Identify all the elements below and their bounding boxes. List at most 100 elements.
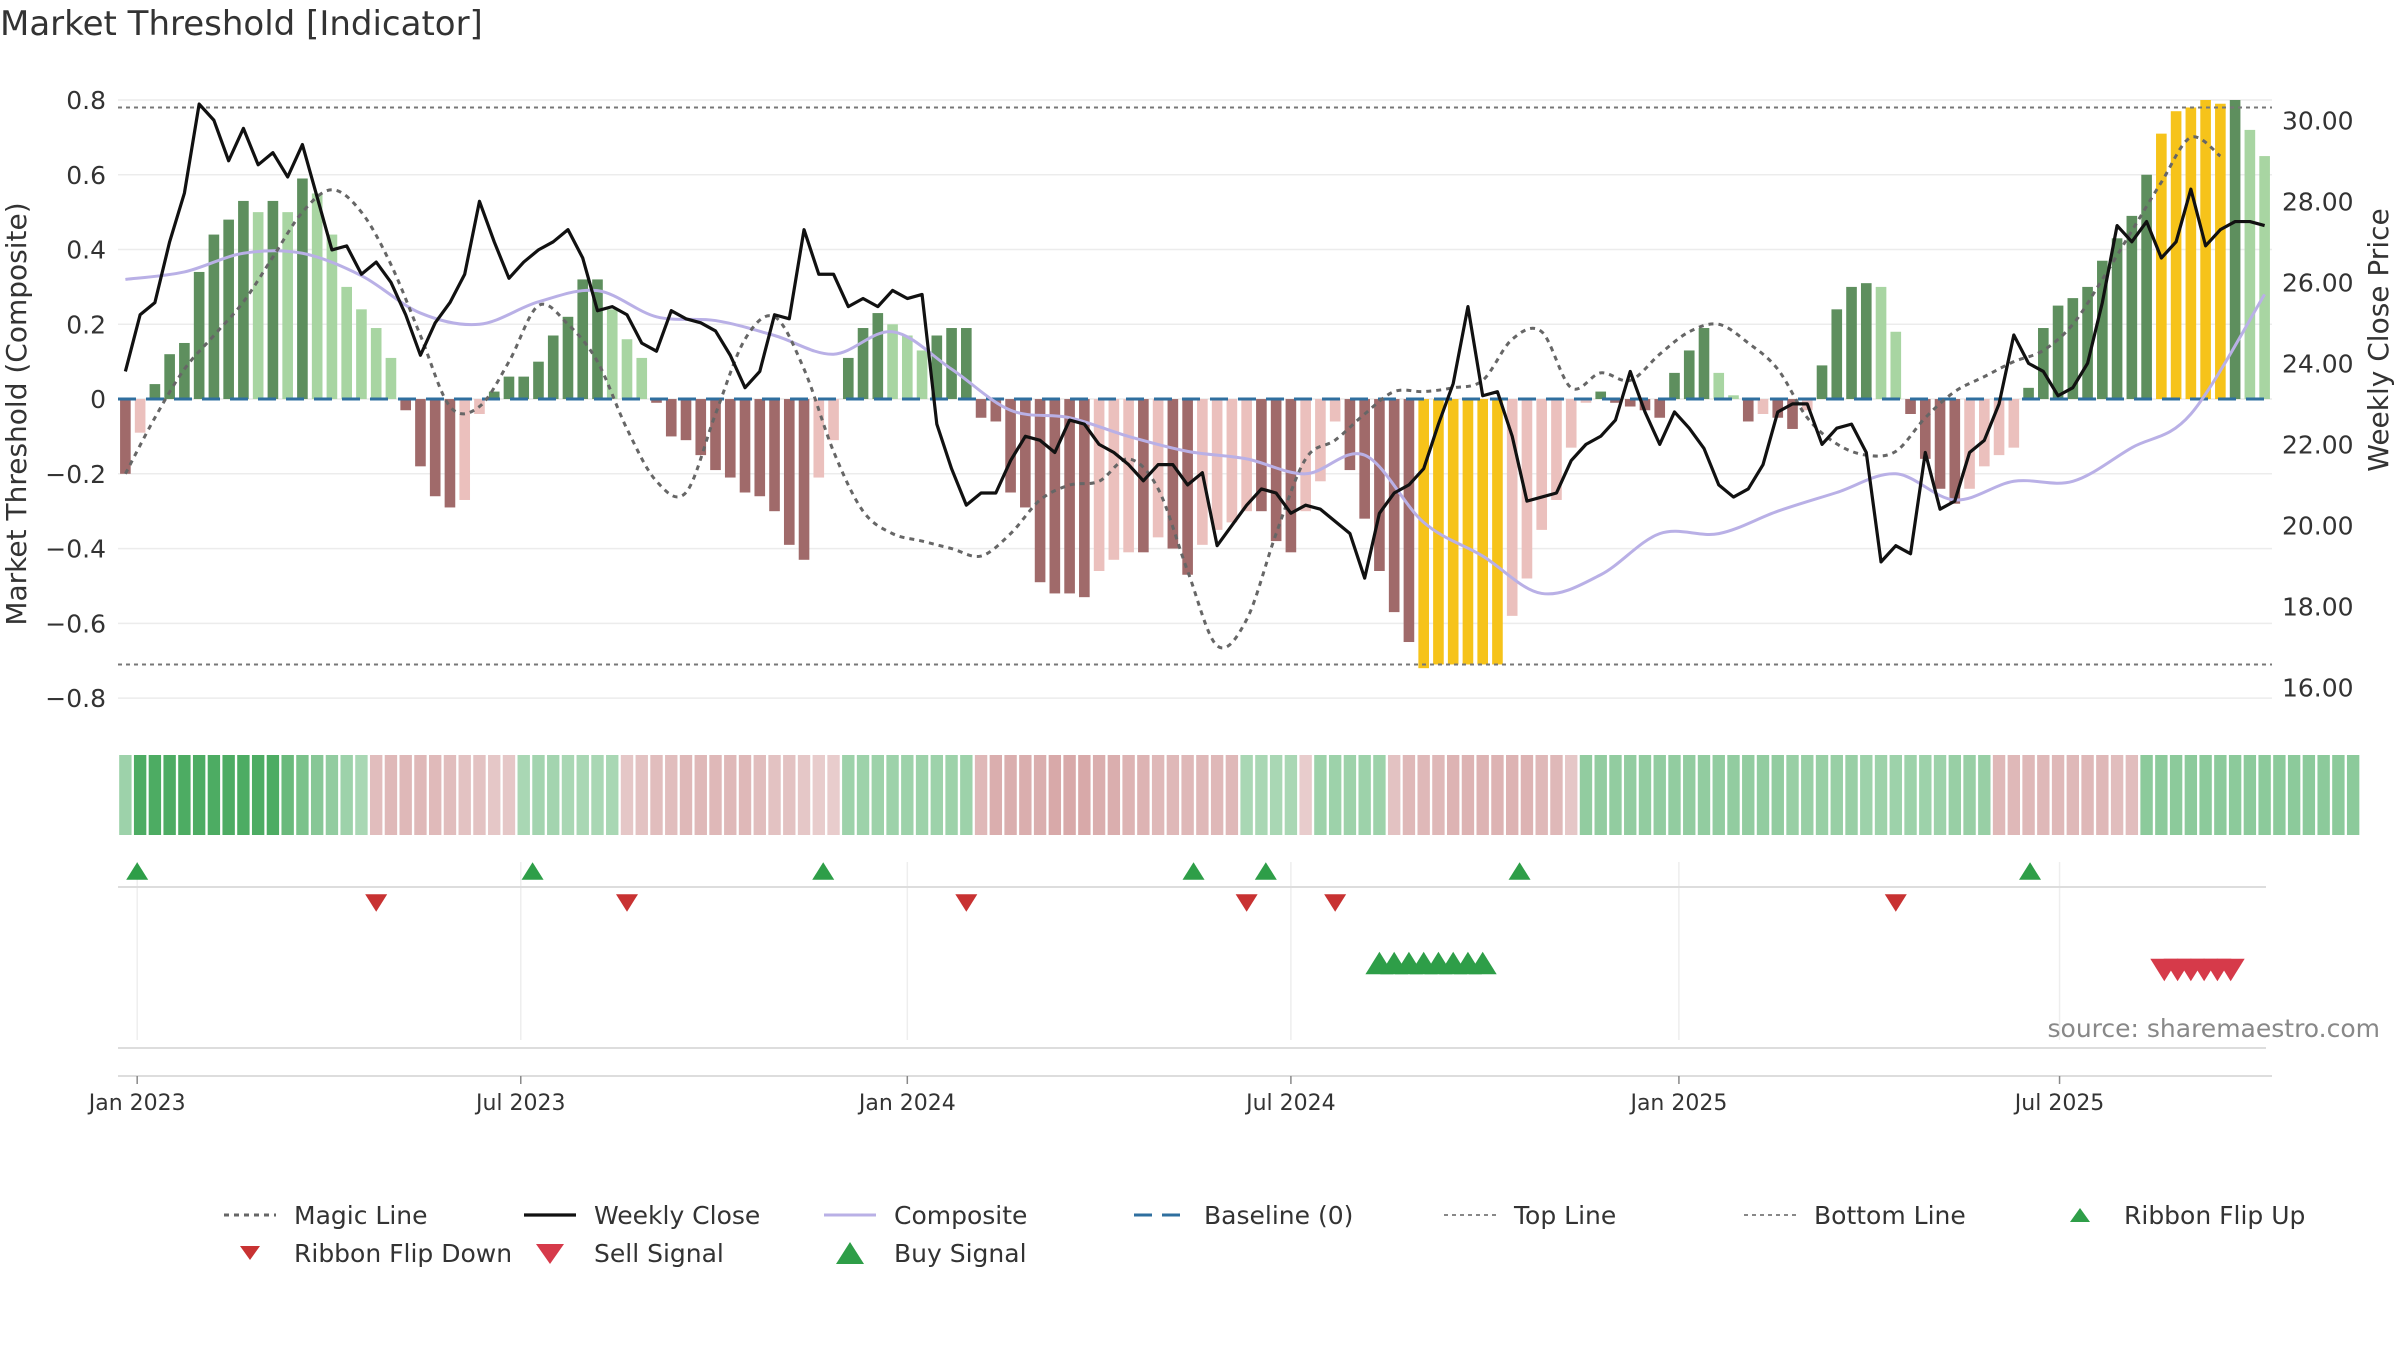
ribbon-cell bbox=[694, 755, 707, 835]
ribbon-cell bbox=[1255, 755, 1268, 835]
histogram-bar bbox=[842, 357, 854, 400]
legend-swatch bbox=[520, 1200, 580, 1230]
histogram-bar bbox=[2097, 260, 2108, 400]
ribbon-cell bbox=[1476, 755, 1489, 835]
y-right-tick-label: 18.00 bbox=[2282, 592, 2354, 621]
legend-swatch bbox=[220, 1238, 280, 1268]
composite-line bbox=[125, 249, 2266, 596]
histogram-bar bbox=[754, 399, 766, 497]
legend-label: Weekly Close bbox=[594, 1200, 761, 1230]
ribbon-cell bbox=[2007, 755, 2021, 835]
ribbon-cell bbox=[679, 755, 693, 835]
ribbon-cell bbox=[1078, 755, 1091, 835]
histogram-bar bbox=[739, 399, 751, 493]
histogram-bar bbox=[1757, 399, 1769, 414]
histogram-bar bbox=[1285, 399, 1297, 553]
ribbon-cell bbox=[325, 755, 339, 835]
ribbon-cell bbox=[2155, 755, 2168, 835]
ribbon-cell bbox=[222, 755, 235, 835]
histogram-bar bbox=[1152, 399, 1164, 538]
ribbon-cell bbox=[369, 755, 383, 835]
legend-swatch bbox=[1440, 1200, 1500, 1230]
histogram-bar bbox=[2141, 174, 2152, 400]
ribbon-cell bbox=[310, 755, 324, 835]
y-left-tick-label: −0.2 bbox=[45, 460, 106, 489]
legend-swatch bbox=[220, 1200, 280, 1230]
ribbon-cell bbox=[443, 755, 457, 835]
ribbon-flip-up-marker bbox=[126, 862, 149, 880]
histogram-bar bbox=[665, 399, 677, 437]
ribbon-cell bbox=[237, 755, 250, 835]
ribbon-cell bbox=[1742, 755, 1755, 835]
histogram-bar bbox=[297, 178, 308, 400]
y-left-tick-label: −0.4 bbox=[45, 535, 106, 564]
legend-item-ribbon-flip-up: Ribbon Flip Up bbox=[2050, 1200, 2305, 1230]
ribbon-cell bbox=[1446, 755, 1460, 835]
ribbon-cell bbox=[930, 755, 944, 835]
x-tick-label: Jul 2025 bbox=[2013, 1091, 2105, 1116]
y-right-tick-label: 20.00 bbox=[2282, 511, 2354, 540]
histogram-bar bbox=[341, 286, 352, 400]
y-right-axis-title: Weekly Close Price bbox=[2362, 208, 2395, 471]
buy-signal-marker bbox=[1468, 951, 1497, 975]
x-tick-label: Jan 2025 bbox=[1628, 1091, 1727, 1116]
histogram-bar bbox=[1270, 399, 1282, 542]
histogram-bar bbox=[1536, 399, 1548, 530]
histogram-bar bbox=[2008, 399, 2020, 448]
ribbon-cell bbox=[2302, 755, 2316, 835]
histogram-bar bbox=[1742, 399, 1754, 422]
ribbon-cell bbox=[665, 755, 678, 835]
histogram-bar bbox=[311, 193, 323, 400]
ribbon-cell bbox=[2332, 755, 2345, 835]
ribbon-cell bbox=[1653, 755, 1666, 835]
histogram-bar bbox=[503, 376, 515, 400]
histogram-bar bbox=[710, 399, 721, 471]
ribbon-cell bbox=[768, 755, 781, 835]
ribbon-cell bbox=[812, 755, 825, 835]
legend-label: Sell Signal bbox=[594, 1238, 724, 1268]
legend-label: Ribbon Flip Down bbox=[294, 1238, 513, 1268]
legend-swatch bbox=[1130, 1200, 1190, 1230]
legend-item-sell-signal: Sell Signal bbox=[520, 1238, 724, 1268]
ribbon-cell bbox=[2022, 755, 2035, 835]
ribbon-cell bbox=[2096, 755, 2109, 835]
ribbon-cell bbox=[1166, 755, 1180, 835]
ribbon-cell bbox=[414, 755, 427, 835]
histogram-bar bbox=[990, 399, 1002, 422]
histogram-bar bbox=[1388, 399, 1400, 613]
legend-swatch bbox=[820, 1200, 880, 1230]
ribbon-cell bbox=[266, 755, 280, 835]
histogram-bar bbox=[2082, 286, 2093, 400]
histogram-bar bbox=[1182, 399, 1193, 575]
histogram-bar bbox=[872, 313, 884, 400]
ribbon-cell bbox=[974, 755, 988, 835]
ribbon-flip-up-marker bbox=[2019, 862, 2042, 880]
ribbon-flip-up-marker bbox=[1508, 862, 1531, 880]
ribbon-cell bbox=[1092, 755, 1106, 835]
histogram-bar bbox=[1934, 399, 1946, 489]
ribbon-cell bbox=[1107, 755, 1121, 835]
histogram-bar bbox=[695, 399, 707, 456]
histogram-bar bbox=[1329, 399, 1341, 422]
ribbon-cell bbox=[1948, 755, 1961, 835]
ribbon-cell bbox=[1933, 755, 1947, 835]
ribbon-cell bbox=[871, 755, 884, 835]
y-left-tick-label: 0.6 bbox=[66, 161, 106, 190]
ribbon-cell bbox=[458, 755, 471, 835]
legend-item-buy-signal: Buy Signal bbox=[820, 1238, 1027, 1268]
histogram-bar bbox=[621, 339, 633, 400]
legend-item-bottom-line: Bottom Line bbox=[1740, 1200, 1966, 1230]
ribbon-cell bbox=[1550, 755, 1563, 835]
ribbon-cell bbox=[856, 755, 870, 835]
x-tick-label: Jan 2024 bbox=[857, 1091, 956, 1116]
ribbon-cell bbox=[2243, 755, 2257, 835]
ribbon-cell bbox=[606, 755, 619, 835]
ribbon-cell bbox=[945, 755, 958, 835]
y-right-tick-label: 22.00 bbox=[2282, 430, 2354, 459]
histogram-bar bbox=[1964, 399, 1975, 489]
histogram-bar bbox=[975, 399, 987, 418]
ribbon-cell bbox=[384, 755, 398, 835]
legend-label: Composite bbox=[894, 1200, 1028, 1230]
histogram-bar bbox=[2259, 156, 2270, 400]
ribbon-cell bbox=[1874, 755, 1888, 835]
